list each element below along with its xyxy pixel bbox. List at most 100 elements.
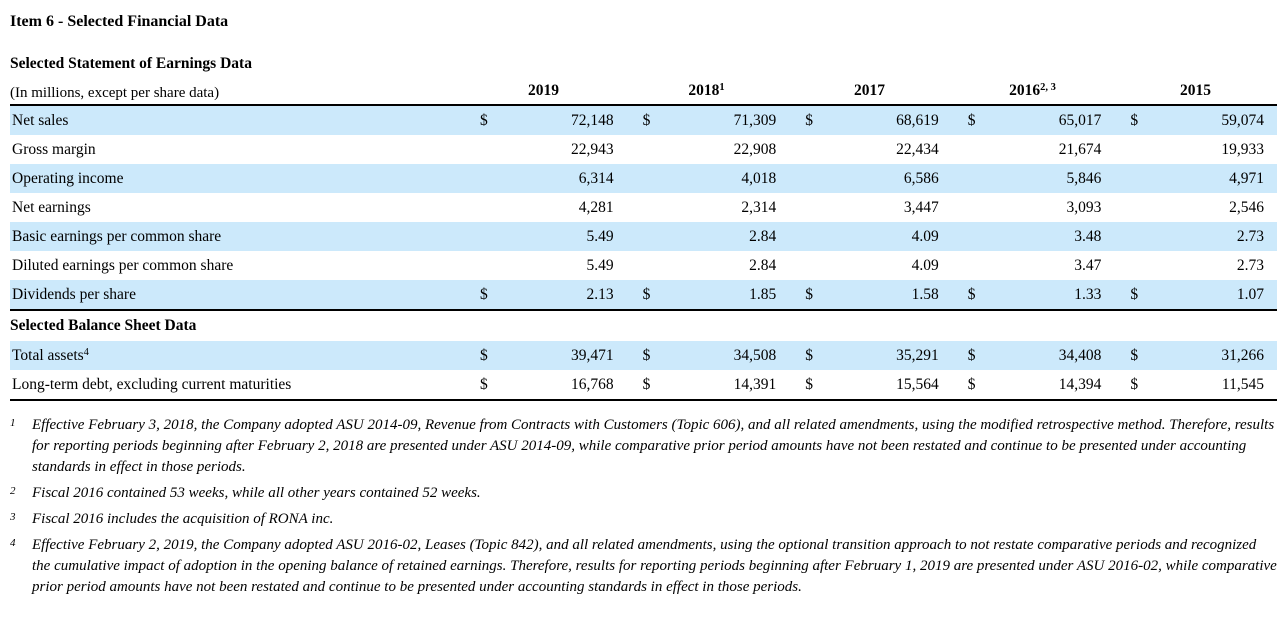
balance-sheet-header-row: Selected Balance Sheet Data [10, 309, 1277, 341]
cell-value: 2,314 [741, 198, 777, 216]
row-label-cell: Long-term debt, excluding current maturi… [10, 376, 464, 394]
cell-value: 11,545 [1221, 375, 1264, 393]
table-row: Operating income 6,314 4,018 6,586 5,846… [10, 164, 1277, 193]
table-row: Long-term debt, excluding current maturi… [10, 370, 1277, 399]
value-cell: 3.47 [952, 257, 1115, 275]
value-cell: 5,846 [952, 170, 1115, 188]
value-cell: 21,674 [952, 141, 1115, 159]
cell-value: 2.84 [749, 227, 777, 245]
value-cell: $ 1.33 [952, 286, 1115, 304]
year-footnote-superscript: 2, 3 [1040, 82, 1056, 93]
cell-value: 16,768 [570, 375, 614, 393]
value-cell: $ 72,148 [464, 112, 627, 130]
row-label: Operating income [12, 169, 124, 187]
footnote-number: 1 [10, 417, 16, 429]
dollar-sign: $ [642, 111, 651, 129]
cell-value: 15,564 [896, 375, 939, 393]
balance-sheet-section-title: Selected Balance Sheet Data [10, 317, 197, 334]
dollar-sign: $ [480, 346, 488, 364]
dollar-sign: $ [805, 375, 813, 393]
value-cell: $ 1.58 [789, 286, 952, 304]
cell-value: 1.33 [1074, 285, 1102, 303]
cell-value: 4,281 [578, 198, 614, 216]
value-cell: $ 11,545 [1114, 376, 1277, 394]
units-note: (In millions, except per share data) [10, 85, 220, 101]
dollar-sign: $ [480, 375, 488, 393]
cell-value: 68,619 [896, 111, 939, 129]
dollar-sign: $ [1130, 111, 1139, 129]
cell-value: 72,148 [570, 111, 614, 129]
value-cell: $ 34,508 [627, 347, 790, 365]
value-cell: 22,943 [464, 141, 627, 159]
footnotes-section: 1 Effective February 3, 2018, the Compan… [10, 415, 1277, 598]
cell-value: 2.73 [1236, 256, 1264, 274]
footnote-text: Effective February 2, 2019, the Company … [32, 537, 1277, 595]
page-title: Item 6 - Selected Financial Data [10, 13, 229, 30]
year-column-header: 2017 [788, 82, 951, 102]
value-cell: 2,546 [1114, 199, 1277, 217]
dollar-sign: $ [967, 285, 976, 303]
dollar-sign: $ [967, 346, 976, 364]
value-cell: 19,933 [1114, 141, 1277, 159]
value-cell: 2.73 [1114, 228, 1277, 246]
value-cell: 2.73 [1114, 257, 1277, 275]
row-label: Gross margin [12, 140, 96, 158]
value-cell: $ 34,408 [952, 347, 1115, 365]
value-cell: $ 14,391 [627, 376, 790, 394]
value-cell: $ 39,471 [464, 347, 627, 365]
cell-value: 5.49 [586, 256, 614, 274]
earnings-section-title: Selected Statement of Earnings Data [10, 55, 252, 72]
cell-value: 1.58 [911, 285, 939, 303]
cell-value: 35,291 [896, 346, 939, 364]
cell-value: 39,471 [570, 346, 614, 364]
year-column-header: 2015 [1114, 82, 1277, 102]
cell-value: 2.73 [1236, 227, 1264, 245]
row-label: Dividends per share [12, 285, 136, 303]
value-cell: 3,093 [952, 199, 1115, 217]
cell-value: 22,908 [733, 140, 777, 158]
footnote-number: 2 [10, 485, 16, 497]
dollar-sign: $ [642, 375, 651, 393]
footnote-number: 3 [10, 511, 16, 523]
earnings-rows: Net sales $ 72,148 $ 71,309 $ 68,619 $ 6… [10, 106, 1277, 309]
value-cell: 3.48 [952, 228, 1115, 246]
row-label-cell: Basic earnings per common share [10, 228, 464, 246]
table-header-row: (In millions, except per share data) 201… [10, 76, 1277, 106]
year-label: 2019 [528, 82, 559, 99]
value-cell: 4.09 [789, 257, 952, 275]
cell-value: 14,394 [1058, 375, 1102, 393]
cell-value: 4.09 [911, 227, 939, 245]
year-label: 2015 [1180, 82, 1211, 99]
dollar-sign: $ [1130, 346, 1139, 364]
year-label: 2018 [688, 82, 720, 99]
table-row: Dividends per share $ 2.13 $ 1.85 $ 1.58… [10, 280, 1277, 309]
row-label-cell: Net earnings [10, 199, 464, 217]
value-cell: 5.49 [464, 257, 627, 275]
footnote-text: Fiscal 2016 includes the acquisition of … [32, 511, 334, 527]
cell-value: 3,447 [903, 198, 939, 216]
value-cell: 22,434 [789, 141, 952, 159]
table-row: Gross margin 22,943 22,908 22,434 21,674… [10, 135, 1277, 164]
cell-value: 22,943 [570, 140, 614, 158]
cell-value: 6,586 [903, 169, 939, 187]
table-row: Total assets4 $ 39,471 $ 34,508 $ 35,291… [10, 341, 1277, 370]
year-label: 2016 [1009, 82, 1041, 99]
cell-value: 31,266 [1221, 346, 1264, 364]
dollar-sign: $ [1130, 285, 1139, 303]
cell-value: 1.07 [1236, 285, 1264, 303]
cell-value: 5,846 [1066, 169, 1102, 187]
cell-value: 2.13 [586, 285, 614, 303]
row-label: Diluted earnings per common share [12, 256, 234, 274]
table-row: Diluted earnings per common share 5.49 2… [10, 251, 1277, 280]
row-label-cell: Net sales [10, 112, 464, 130]
value-cell: 4,971 [1114, 170, 1277, 188]
value-cell: $ 1.85 [627, 286, 790, 304]
row-label: Long-term debt, excluding current maturi… [12, 375, 292, 393]
value-cell: $ 14,394 [952, 376, 1115, 394]
balance-sheet-rows: Total assets4 $ 39,471 $ 34,508 $ 35,291… [10, 341, 1277, 401]
value-cell: $ 15,564 [789, 376, 952, 394]
year-column-header: 2019 [462, 82, 625, 102]
year-column-header: 20162, 3 [951, 82, 1114, 102]
dollar-sign: $ [967, 375, 976, 393]
cell-value: 34,508 [733, 346, 777, 364]
